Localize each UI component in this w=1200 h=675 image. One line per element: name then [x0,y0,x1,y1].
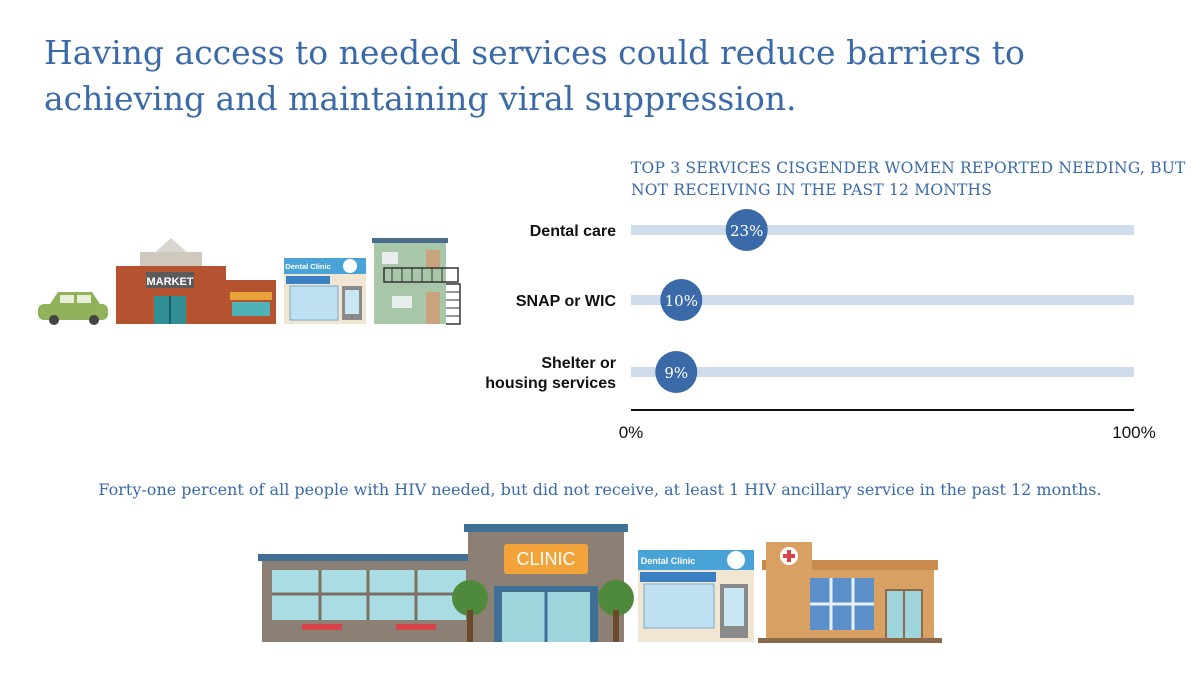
x-tick-label-0: 0% [619,423,644,442]
storefront-illustration-bottom: CLINIC Dental Clinic [258,524,942,643]
value-marker [660,279,703,321]
x-tick-label-100: 100% [1112,423,1155,442]
value-label: 9% [664,364,688,382]
category-label: Shelter or housing services [485,355,616,392]
value-marker [725,209,768,251]
storefront-illustration-top: MARKET Dental Clinic [38,238,461,325]
market-building-icon: MARKET [116,238,276,324]
dental-clinic-sign-bottom: Dental Clinic [641,556,696,566]
clinic-sign: CLINIC [516,549,575,569]
category-label: Dental care [530,223,616,240]
category-label: SNAP or WIC [516,293,617,310]
footnote-text: Forty-one percent of all people with HIV… [98,480,1102,499]
chart-title: TOP 3 SERVICES CISGENDER WOMEN REPORTED … [631,159,1186,199]
apartment-building-icon [372,238,461,325]
value-label: 23% [730,222,763,240]
bar-track [631,367,1134,377]
bar-track [631,295,1134,305]
dot-bar-chart: Dental care 23% SNAP or WIC 10% Shelter or ho… [485,209,1156,442]
market-sign: MARKET [146,276,193,288]
page-title: Having access to needed services could r… [44,33,1025,118]
dental-clinic-icon: Dental Clinic [284,258,366,324]
office-building-icon [258,554,478,642]
clinic-building-icon: CLINIC [452,524,634,642]
medical-office-icon [758,542,942,643]
dental-clinic-icon-bottom: Dental Clinic [638,550,754,642]
value-marker [655,351,698,393]
bar-track [631,225,1134,235]
dental-clinic-sign-top: Dental Clinic [285,262,330,271]
value-label: 10% [665,292,698,310]
car-icon [38,292,108,325]
